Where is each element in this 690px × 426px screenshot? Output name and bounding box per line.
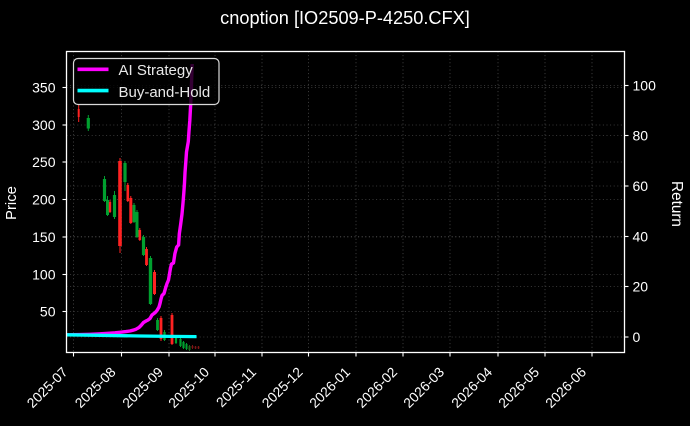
- svg-text:50: 50: [40, 303, 56, 319]
- svg-text:200: 200: [32, 191, 56, 207]
- svg-text:0: 0: [633, 329, 641, 345]
- svg-text:AI Strategy: AI Strategy: [119, 62, 194, 79]
- svg-text:Return: Return: [668, 181, 685, 227]
- svg-text:150: 150: [32, 229, 56, 245]
- svg-text:100: 100: [633, 77, 657, 93]
- svg-text:40: 40: [633, 228, 649, 244]
- svg-text:60: 60: [633, 178, 649, 194]
- svg-text:80: 80: [633, 127, 649, 143]
- svg-text:300: 300: [32, 117, 56, 133]
- svg-text:250: 250: [32, 154, 56, 170]
- svg-text:350: 350: [32, 79, 56, 95]
- svg-text:Buy-and-Hold: Buy-and-Hold: [119, 84, 211, 101]
- svg-text:Price: Price: [4, 186, 20, 220]
- svg-text:cnoption [IO2509-P-4250.CFX]: cnoption [IO2509-P-4250.CFX]: [220, 8, 470, 28]
- svg-text:20: 20: [633, 278, 649, 294]
- svg-text:100: 100: [32, 266, 56, 282]
